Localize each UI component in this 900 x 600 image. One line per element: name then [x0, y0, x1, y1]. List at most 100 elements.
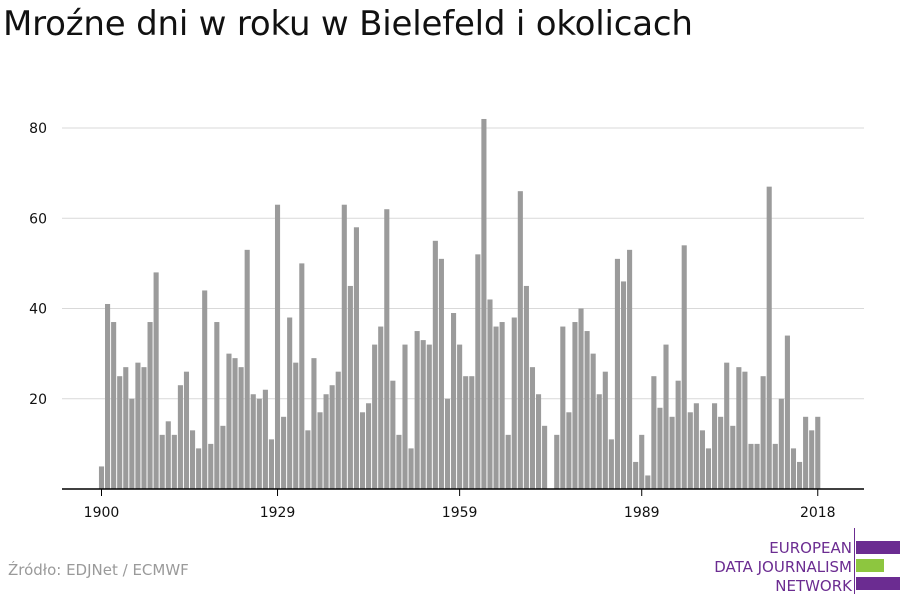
gridlines — [62, 127, 864, 400]
bar — [268, 439, 275, 489]
bar — [499, 322, 505, 489]
bar — [262, 389, 268, 489]
bar — [396, 434, 402, 489]
logo-line-1: EUROPEAN — [769, 539, 852, 557]
bar — [183, 371, 190, 489]
logo-bar-green — [856, 559, 884, 572]
y-tick-label: 40 — [29, 302, 47, 318]
bar — [244, 249, 250, 489]
bar — [803, 416, 809, 489]
bar — [147, 322, 153, 489]
bar — [766, 186, 772, 489]
bar — [712, 403, 718, 489]
bar — [220, 425, 226, 489]
bar — [359, 412, 366, 489]
bar — [687, 412, 693, 489]
bar — [123, 367, 129, 489]
bar — [724, 362, 730, 489]
bar — [614, 258, 620, 489]
bar — [554, 434, 560, 489]
bar — [256, 398, 262, 489]
bar — [202, 290, 208, 489]
bar — [366, 403, 372, 489]
bar — [596, 394, 602, 489]
bar — [299, 263, 305, 490]
logo-text: EUROPEAN DATA JOURNALISM NETWORK — [714, 539, 852, 596]
bar — [645, 475, 651, 489]
bar — [663, 344, 669, 489]
bar — [414, 331, 420, 489]
bar — [274, 204, 281, 489]
chart-title: Mroźne dni w roku w Bielefeld i okolicac… — [3, 4, 693, 44]
bar — [402, 344, 408, 489]
logo-line-3: NETWORK — [775, 577, 852, 595]
bar — [432, 240, 438, 489]
x-tick-label: 1929 — [260, 505, 296, 521]
bar — [784, 335, 790, 489]
bar — [487, 299, 493, 489]
logo-divider — [854, 528, 855, 594]
bar — [141, 367, 147, 489]
bar — [639, 434, 645, 489]
bar — [718, 416, 724, 489]
bar — [778, 398, 784, 489]
bar — [797, 461, 803, 489]
bar — [736, 367, 742, 489]
bar — [420, 340, 426, 489]
bar — [250, 394, 256, 489]
bar — [353, 227, 359, 489]
bar — [105, 303, 111, 489]
bar — [111, 322, 117, 489]
bar — [693, 403, 699, 489]
source-note: Źródło: EDJNet / ECMWF — [8, 561, 189, 579]
bar — [129, 398, 135, 489]
bar — [535, 394, 542, 489]
bar — [529, 367, 536, 489]
bar — [238, 367, 244, 489]
bar — [177, 385, 183, 489]
y-axis-ticks: 20 40 60 80 — [29, 121, 47, 408]
bar — [742, 371, 748, 489]
bar — [651, 376, 657, 489]
bar — [469, 376, 475, 489]
bar — [578, 308, 584, 489]
edjnet-logo: EUROPEAN DATA JOURNALISM NETWORK — [670, 528, 900, 598]
bar — [523, 285, 529, 489]
bar — [772, 443, 778, 490]
bar — [372, 344, 378, 489]
logo-bar-purple-top — [856, 541, 900, 554]
bar — [669, 416, 675, 489]
bar — [675, 380, 681, 489]
bar — [438, 258, 444, 489]
bar — [226, 353, 232, 490]
bar — [602, 371, 608, 489]
bar — [748, 443, 754, 490]
bar — [135, 362, 141, 489]
bar — [633, 461, 639, 489]
bar — [117, 376, 123, 489]
bar — [457, 344, 463, 489]
bar — [475, 254, 481, 489]
bar — [287, 317, 293, 489]
bar — [390, 380, 396, 489]
bar — [620, 281, 627, 489]
bar — [347, 285, 353, 489]
bar — [159, 434, 165, 489]
bar — [323, 394, 329, 489]
bar — [190, 430, 196, 489]
bars — [98, 118, 821, 490]
bar — [232, 358, 238, 489]
bar — [681, 245, 687, 489]
bar — [657, 407, 663, 489]
bar — [590, 353, 596, 490]
bar — [730, 425, 736, 489]
bar — [511, 317, 517, 489]
bar — [560, 326, 566, 489]
x-tick-label: 1989 — [624, 505, 660, 521]
logo-bar-purple-bottom — [856, 577, 900, 590]
bar — [384, 209, 390, 489]
bar — [214, 322, 220, 489]
bar — [754, 443, 760, 490]
bar — [165, 421, 171, 489]
